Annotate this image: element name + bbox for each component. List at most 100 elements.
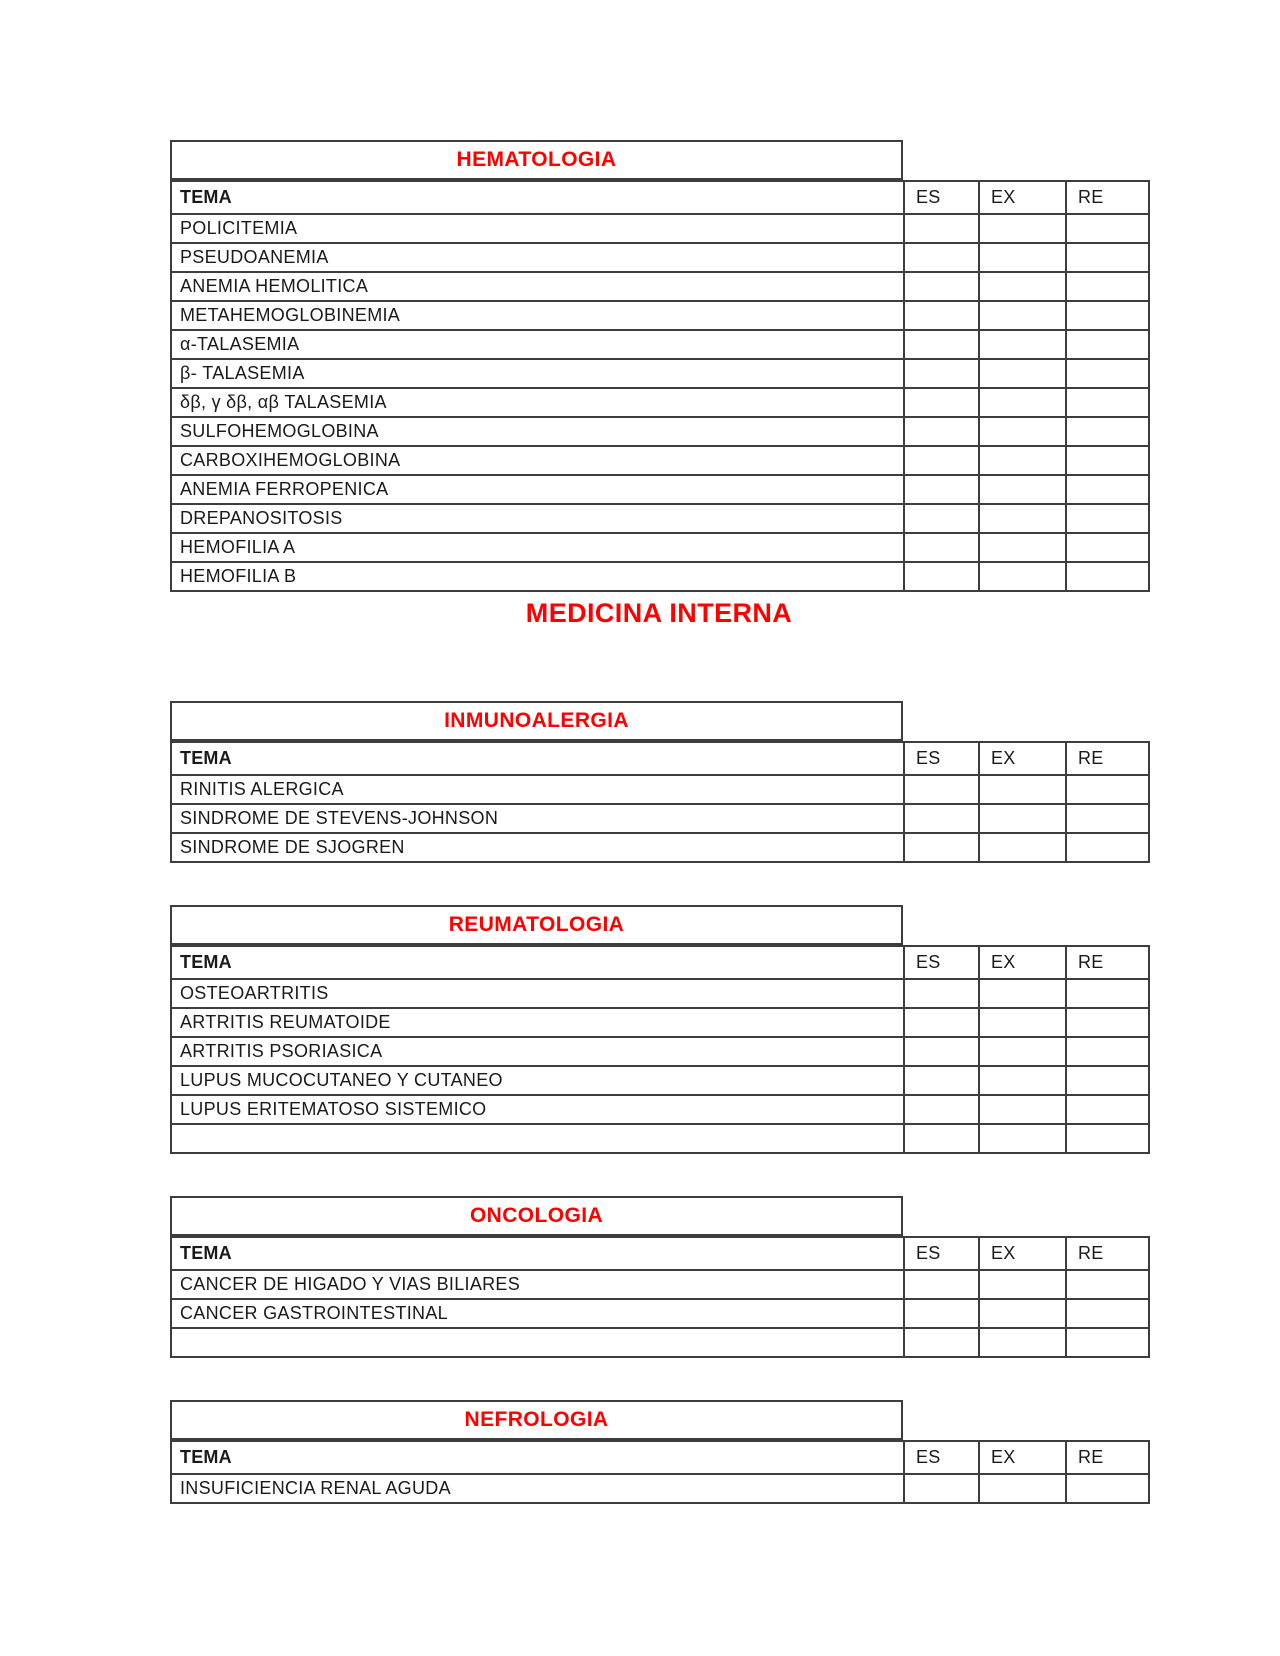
column-header-es: ES bbox=[903, 180, 980, 215]
column-header-es: ES bbox=[903, 1236, 980, 1272]
ex-cell bbox=[978, 1094, 1067, 1126]
re-cell bbox=[1065, 445, 1150, 476]
column-header-tema: TEMA bbox=[170, 1236, 905, 1272]
topic-cell bbox=[170, 1123, 905, 1155]
ex-cell bbox=[978, 774, 1067, 806]
header-row: TEMA ES EX RE bbox=[170, 945, 1150, 981]
ex-cell bbox=[978, 1007, 1067, 1039]
column-header-tema: TEMA bbox=[170, 180, 905, 215]
re-cell bbox=[1065, 1065, 1150, 1097]
topic-cell: INSUFICIENCIA RENAL AGUDA bbox=[170, 1473, 905, 1505]
column-header-es: ES bbox=[903, 741, 980, 777]
es-cell bbox=[903, 300, 980, 331]
table-body: POLICITEMIA PSEUDOANEMIA ANEMIA HEMOLITI… bbox=[170, 213, 1150, 592]
re-cell bbox=[1065, 474, 1150, 505]
table-body: CANCER DE HIGADO Y VIAS BILIARES CANCER … bbox=[170, 1269, 1150, 1359]
topic-cell: LUPUS MUCOCUTANEO Y CUTANEO bbox=[170, 1065, 905, 1097]
table-body: OSTEOARTRITIS ARTRITIS REUMATOIDE ARTRIT… bbox=[170, 978, 1150, 1155]
topic-cell: ANEMIA FERROPENICA bbox=[170, 474, 905, 505]
table-row: SULFOHEMOGLOBINA bbox=[170, 416, 1150, 447]
es-cell bbox=[903, 803, 980, 835]
table-title: ONCOLOGIA bbox=[469, 1204, 604, 1228]
table-row: PSEUDOANEMIA bbox=[170, 242, 1150, 273]
section-heading-medicina-interna: MEDICINA INTERNA bbox=[525, 598, 793, 628]
topic-cell bbox=[170, 1327, 905, 1359]
ex-cell bbox=[978, 1065, 1067, 1097]
table-title: REUMATOLOGIA bbox=[448, 913, 625, 937]
ex-cell bbox=[978, 387, 1067, 418]
table-row: CANCER DE HIGADO Y VIAS BILIARES bbox=[170, 1269, 1150, 1301]
ex-cell bbox=[978, 474, 1067, 505]
es-cell bbox=[903, 774, 980, 806]
topic-table: TEMA ES EX RE POLICITEMIA PSEUDOANEMIA A… bbox=[170, 180, 1150, 592]
es-cell bbox=[903, 978, 980, 1010]
table-title-cell: HEMATOLOGIA bbox=[170, 140, 903, 180]
table-title: HEMATOLOGIA bbox=[456, 148, 617, 171]
topic-cell: ARTRITIS REUMATOIDE bbox=[170, 1007, 905, 1039]
column-header-es: ES bbox=[903, 945, 980, 981]
header-row: TEMA ES EX RE bbox=[170, 180, 1150, 215]
table-row: SINDROME DE SJOGREN bbox=[170, 832, 1150, 864]
re-cell bbox=[1065, 1473, 1150, 1505]
topic-cell: β- TALASEMIA bbox=[170, 358, 905, 389]
ex-cell bbox=[978, 242, 1067, 273]
es-cell bbox=[903, 445, 980, 476]
topic-cell: OSTEOARTRITIS bbox=[170, 978, 905, 1010]
column-header-ex: EX bbox=[978, 1440, 1067, 1476]
es-cell bbox=[903, 358, 980, 389]
topic-cell: CARBOXIHEMOGLOBINA bbox=[170, 445, 905, 476]
column-header-re: RE bbox=[1065, 1236, 1150, 1272]
ex-cell bbox=[978, 1036, 1067, 1068]
table-title-cell: REUMATOLOGIA bbox=[170, 905, 903, 946]
topic-cell: δβ, γ δβ, αβ TALASEMIA bbox=[170, 387, 905, 418]
re-cell bbox=[1065, 832, 1150, 864]
table-section-inmunoalergia: INMUNOALERGIA TEMA ES EX RE RINITIS ALER… bbox=[170, 701, 1150, 864]
re-cell bbox=[1065, 774, 1150, 806]
table-row: ARTRITIS PSORIASICA bbox=[170, 1036, 1150, 1068]
re-cell bbox=[1065, 978, 1150, 1010]
ex-cell bbox=[978, 1298, 1067, 1330]
topic-cell: METAHEMOGLOBINEMIA bbox=[170, 300, 905, 331]
table-row: ANEMIA HEMOLITICA bbox=[170, 271, 1150, 302]
topic-cell: PSEUDOANEMIA bbox=[170, 242, 905, 273]
column-header-tema: TEMA bbox=[170, 1440, 905, 1476]
topic-table: TEMA ES EX RE OSTEOARTRITIS ARTRITIS REU… bbox=[170, 945, 1150, 1155]
re-cell bbox=[1065, 358, 1150, 389]
table-title: INMUNOALERGIA bbox=[444, 709, 629, 733]
topic-cell: α-TALASEMIA bbox=[170, 329, 905, 360]
ex-cell bbox=[978, 300, 1067, 331]
es-cell bbox=[903, 1269, 980, 1301]
table-title-cell: INMUNOALERGIA bbox=[170, 701, 903, 742]
topic-cell: CANCER DE HIGADO Y VIAS BILIARES bbox=[170, 1269, 905, 1301]
re-cell bbox=[1065, 416, 1150, 447]
table-row: LUPUS ERITEMATOSO SISTEMICO bbox=[170, 1094, 1150, 1126]
table-row: DREPANOSITOSIS bbox=[170, 503, 1150, 534]
re-cell bbox=[1065, 1123, 1150, 1155]
es-cell bbox=[903, 329, 980, 360]
topic-cell: DREPANOSITOSIS bbox=[170, 503, 905, 534]
topic-cell: RINITIS ALERGICA bbox=[170, 774, 905, 806]
column-header-re: RE bbox=[1065, 945, 1150, 981]
topic-cell: SINDROME DE STEVENS-JOHNSON bbox=[170, 803, 905, 835]
re-cell bbox=[1065, 503, 1150, 534]
re-cell bbox=[1065, 803, 1150, 835]
es-cell bbox=[903, 387, 980, 418]
topic-cell: POLICITEMIA bbox=[170, 213, 905, 244]
re-cell bbox=[1065, 271, 1150, 302]
es-cell bbox=[903, 474, 980, 505]
re-cell bbox=[1065, 329, 1150, 360]
table-row: ANEMIA FERROPENICA bbox=[170, 474, 1150, 505]
topic-cell: HEMOFILIA A bbox=[170, 532, 905, 563]
ex-cell bbox=[978, 1473, 1067, 1505]
ex-cell bbox=[978, 1269, 1067, 1301]
table-row: SINDROME DE STEVENS-JOHNSON bbox=[170, 803, 1150, 835]
topic-table: TEMA ES EX RE RINITIS ALERGICA SINDROME … bbox=[170, 741, 1150, 864]
topic-table: TEMA ES EX RE CANCER DE HIGADO Y VIAS BI… bbox=[170, 1236, 1150, 1359]
es-cell bbox=[903, 1123, 980, 1155]
ex-cell bbox=[978, 213, 1067, 244]
topic-cell: LUPUS ERITEMATOSO SISTEMICO bbox=[170, 1094, 905, 1126]
table-row: INSUFICIENCIA RENAL AGUDA bbox=[170, 1473, 1150, 1505]
es-cell bbox=[903, 416, 980, 447]
table-title: NEFROLOGIA bbox=[464, 1408, 609, 1432]
ex-cell bbox=[978, 832, 1067, 864]
